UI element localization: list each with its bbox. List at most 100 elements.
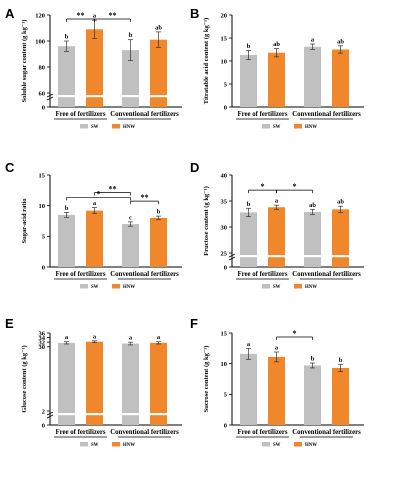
y-tick-label: 34	[39, 335, 46, 342]
group-label: Conventional fertilizers	[110, 429, 179, 436]
legend-swatch-hnw	[112, 284, 120, 289]
bar	[86, 341, 103, 425]
legend-swatch-sw	[80, 442, 88, 447]
legend-label: HNW	[123, 443, 135, 448]
legend-swatch-hnw	[294, 124, 302, 129]
bar	[150, 217, 167, 267]
y-tick-label: 20	[221, 12, 228, 19]
sig-mark: *	[261, 182, 265, 191]
bar	[58, 214, 75, 267]
significance-letter: ab	[273, 41, 280, 48]
bar-break-gap	[149, 95, 168, 98]
legend-swatch-hnw	[112, 124, 120, 129]
group-label: Free of fertilizers	[237, 111, 287, 118]
legend-swatch-sw	[262, 124, 270, 129]
y-tick-label: 2	[42, 408, 45, 415]
bar-break-gap	[121, 95, 140, 98]
legend-swatch-sw	[262, 284, 270, 289]
bar	[122, 50, 139, 107]
legend-label: HNW	[123, 125, 135, 130]
bar-break-gap	[239, 255, 258, 258]
bar	[240, 212, 257, 267]
y-tick-label: 0	[42, 264, 45, 271]
y-tick-label: 15	[221, 35, 228, 42]
significance-letter: ab	[337, 38, 344, 45]
y-axis-label: Sugar-acid ratio	[21, 198, 28, 243]
bar	[58, 46, 75, 107]
y-axis-label: Titratable acid content (g kg⁻¹)	[203, 18, 210, 105]
significance-letter: a	[93, 13, 97, 20]
legend-label: HNW	[305, 443, 317, 448]
chart-panel-a: A 0 60 80 100 120 Soluble sugar content (g kg⁻…	[5, 6, 182, 130]
bar-break-gap	[303, 255, 322, 258]
legend-swatch-hnw	[112, 442, 120, 447]
legend-label: HNW	[123, 285, 135, 290]
y-tick-label: 25	[221, 250, 228, 257]
panel-letter: A	[5, 6, 15, 21]
bar	[122, 224, 139, 267]
chart-panel-f: F 0 5 10 15 Sucrose content (g kg⁻¹) a a b b * Free…	[190, 316, 364, 448]
y-tick-label: 0	[224, 264, 227, 271]
y-tick-label: 10	[221, 361, 228, 368]
y-tick-label: 15	[39, 172, 46, 179]
bar	[240, 353, 257, 425]
significance-letter: a	[129, 335, 133, 342]
y-tick-label: 5	[224, 81, 228, 88]
group-label: Free of fertilizers	[237, 429, 287, 436]
y-tick-label: 10	[221, 58, 228, 65]
legend-swatch-sw	[262, 442, 270, 447]
bar-break-gap	[85, 413, 104, 416]
significance-letter: b	[65, 205, 69, 212]
y-axis-label: Sucrose content (g kg⁻¹)	[203, 346, 210, 413]
y-tick-label: 5	[42, 234, 46, 241]
y-tick-label: 5	[224, 392, 228, 399]
significance-letter: b	[247, 43, 251, 50]
y-tick-label: 10	[39, 203, 46, 210]
bar-break-gap	[149, 413, 168, 416]
group-label: Conventional fertilizers	[110, 111, 179, 118]
significance-letter: b	[65, 34, 69, 41]
bar-break-gap	[121, 413, 140, 416]
group-label: Free of fertilizers	[237, 271, 287, 278]
y-axis-label: Fructose content (g kg⁻¹)	[203, 186, 210, 255]
significance-letter: ab	[309, 202, 316, 209]
group-label: Conventional fertilizers	[292, 429, 361, 436]
bar	[332, 367, 349, 425]
legend-swatch-hnw	[294, 284, 302, 289]
legend-label: SW	[273, 285, 281, 290]
bar	[268, 207, 285, 267]
y-tick-label: 30	[39, 344, 46, 351]
y-tick-label: 15	[221, 330, 228, 337]
significance-letter: a	[275, 198, 279, 205]
y-tick-label: 0	[42, 104, 45, 111]
significance-letter: a	[65, 334, 69, 341]
legend-swatch-hnw	[294, 442, 302, 447]
panel-letter: E	[5, 316, 14, 331]
y-tick-label: 60	[39, 90, 46, 97]
group-label: Conventional fertilizers	[292, 111, 361, 118]
y-tick-label: 40	[221, 172, 228, 179]
chart-panel-d: D 0 25 30 35 40 Fructose content (g kg⁻¹) b a ab a…	[190, 160, 364, 290]
significance-letter: b	[247, 201, 251, 208]
bar	[332, 49, 349, 107]
bar-break-gap	[57, 413, 76, 416]
significance-letter: b	[339, 357, 343, 364]
y-tick-label: 0	[224, 104, 227, 111]
y-tick-label: 35	[221, 198, 228, 205]
bar	[240, 55, 257, 107]
bar	[86, 210, 103, 267]
bar	[86, 29, 103, 107]
bar-break-gap	[267, 255, 286, 258]
bar	[268, 356, 285, 425]
significance-letter: ab	[337, 199, 344, 206]
legend-label: SW	[91, 125, 99, 130]
y-tick-label: 0	[42, 422, 45, 429]
panel-letter: C	[5, 160, 15, 175]
group-label: Conventional fertilizers	[292, 271, 361, 278]
bar	[304, 211, 321, 267]
y-axis-label: Glucose content (g kg⁻¹)	[21, 345, 28, 412]
bar	[268, 52, 285, 107]
significance-letter: b	[129, 32, 133, 39]
